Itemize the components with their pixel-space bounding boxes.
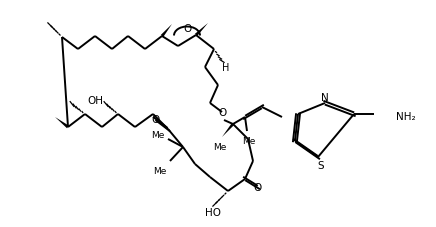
Polygon shape — [55, 118, 69, 129]
Polygon shape — [195, 24, 208, 37]
Polygon shape — [222, 123, 234, 137]
Text: Me: Me — [242, 136, 255, 145]
Text: S: S — [318, 160, 324, 170]
Text: O: O — [183, 23, 191, 33]
Text: O: O — [254, 182, 262, 192]
Text: Me: Me — [213, 143, 227, 152]
Text: O: O — [218, 108, 226, 118]
Text: Me: Me — [153, 167, 166, 176]
Text: Me: Me — [150, 131, 164, 140]
Text: H: H — [222, 63, 230, 73]
Text: N: N — [321, 93, 329, 103]
Polygon shape — [161, 25, 172, 38]
Text: O: O — [151, 114, 159, 124]
Text: NH₂: NH₂ — [396, 111, 416, 121]
Text: OH: OH — [87, 96, 103, 106]
Text: HO: HO — [205, 207, 221, 217]
